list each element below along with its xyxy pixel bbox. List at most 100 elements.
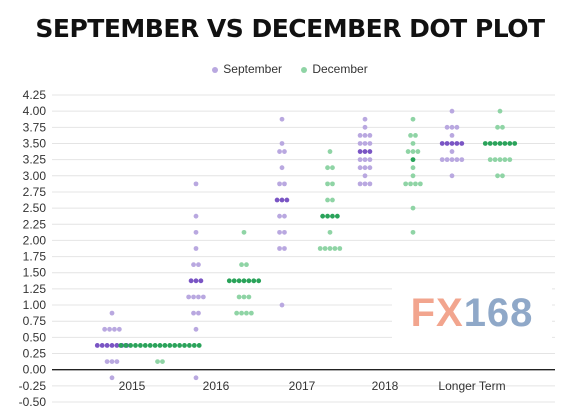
december-dot [482,141,488,146]
december-dot [497,108,503,114]
september-dot [277,246,282,251]
september-dot [459,157,465,163]
december-dot [325,197,330,203]
september-dot [188,278,194,284]
watermark-part-168: 168 [463,290,534,335]
september-dot [279,165,285,171]
september-dot [191,294,196,300]
y-tick-label: 3.25 [23,153,47,167]
september-dot [279,302,285,308]
y-tick-label: -0.25 [19,379,47,393]
x-category-label: 2017 [289,379,316,393]
september-dot [277,229,282,235]
september-dot [114,359,120,365]
december-dot [408,181,413,187]
x-axis: 2015 2016 2017 2018 Longer Term [119,379,506,393]
september-dot [357,141,363,146]
september-dot [357,181,363,187]
december-dot [500,173,505,179]
y-tick-label: 2.00 [23,233,47,247]
y-tick-label: 1.25 [23,282,47,296]
december-dot [330,197,335,203]
december-dot [495,173,500,179]
december-dot [497,141,503,146]
september-dot [200,294,206,300]
december-dot [241,294,247,300]
y-tick-label: 3.75 [23,120,47,134]
december-dot [248,310,254,316]
december-dot [177,343,183,348]
december-dot [251,278,257,284]
december-dot [325,165,330,171]
september-dot [449,132,455,138]
y-tick-label: 0.00 [23,363,47,377]
september-dot [277,181,282,187]
september-dot [367,165,373,171]
september-dot [367,157,373,163]
december-dot [246,278,252,284]
december-dot [413,181,418,187]
september-dot [114,343,120,348]
december-dot [327,246,333,251]
september-dot [109,359,115,365]
september-dot [357,165,363,171]
september-dot [444,141,450,146]
december-dot [244,310,249,316]
y-tick-label: 4.00 [23,104,47,118]
september-dot [449,141,455,146]
december-dot [246,294,252,300]
september-dot [362,181,368,187]
december-dot [142,343,148,348]
december-dot [172,343,178,348]
september-dot [112,326,117,332]
december-dot [118,343,124,348]
december-dot [322,246,328,251]
december-dot [244,262,249,268]
september-dot [193,181,199,187]
legend-label-september: September [223,62,282,76]
y-tick-label: 2.75 [23,185,47,199]
december-dot [241,229,247,235]
december-dot [234,310,240,316]
december-dot [500,124,505,130]
september-dot [193,213,199,219]
december-dot [256,278,262,284]
december-dot [410,229,416,235]
december-dot [410,205,416,211]
december-dot [337,246,343,251]
december-dot [325,181,330,187]
december-dot [239,310,244,316]
x-category-label: 2015 [119,379,146,393]
x-category-label: Longer Term [438,379,505,393]
december-dot [123,343,129,348]
september-dot [116,326,122,332]
september-dot [109,375,115,381]
december-dot [413,132,418,138]
december-dot [405,149,411,154]
december-dot [334,213,340,219]
december-dot [492,141,498,146]
december-dot [241,278,247,284]
september-dot [282,213,287,219]
december-dot [325,213,330,219]
september-dot [284,197,290,203]
december-dot [497,157,503,163]
december-dot [157,343,163,348]
december-dot [487,157,493,163]
september-dot [282,246,287,251]
september-dot [274,197,280,203]
y-tick-label: 3.50 [23,136,47,150]
y-tick-label: 1.50 [23,266,47,280]
september-dot [193,229,199,235]
september-dot [193,246,199,251]
september-dot [367,149,373,154]
dot-layer [94,108,518,381]
legend-label-december: December [312,62,368,76]
december-dot [507,141,513,146]
y-tick-label: 2.25 [23,217,47,231]
september-dot [444,124,450,130]
september-dot [193,375,199,381]
y-tick-label: -0.50 [19,395,47,409]
september-dot [186,294,192,300]
